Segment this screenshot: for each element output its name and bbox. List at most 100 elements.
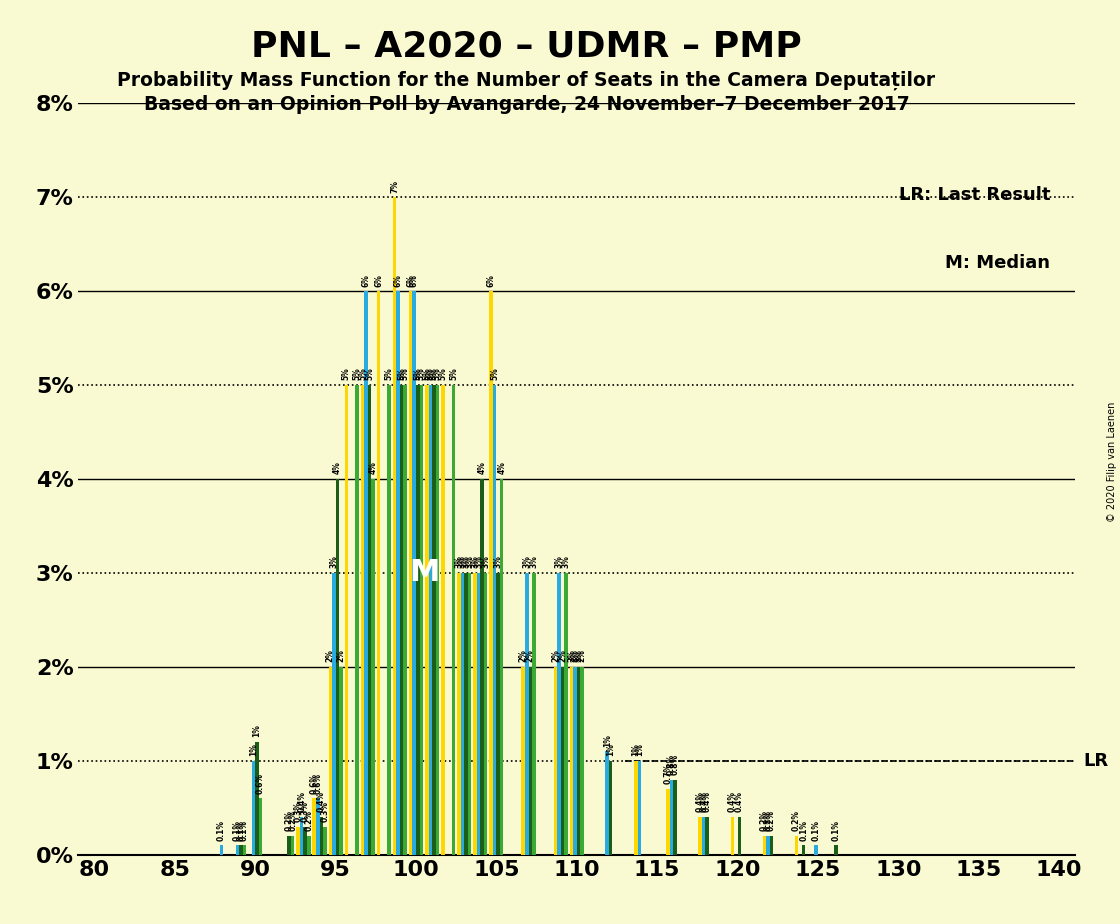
Bar bbox=[570, 667, 573, 855]
Text: 0.6%: 0.6% bbox=[256, 772, 265, 794]
Text: 2%: 2% bbox=[575, 650, 584, 663]
Bar bbox=[316, 798, 319, 855]
Bar bbox=[493, 385, 496, 855]
Bar bbox=[606, 751, 609, 855]
Text: 3%: 3% bbox=[522, 555, 531, 568]
Text: 4%: 4% bbox=[477, 461, 486, 474]
Bar bbox=[525, 573, 529, 855]
Text: 0.4%: 0.4% bbox=[696, 792, 704, 812]
Bar bbox=[573, 667, 577, 855]
Text: 4%: 4% bbox=[497, 461, 506, 474]
Text: 0.3%: 0.3% bbox=[320, 801, 329, 821]
Text: 0.8%: 0.8% bbox=[668, 754, 676, 775]
Bar bbox=[477, 573, 480, 855]
Text: M: Median: M: Median bbox=[945, 254, 1051, 272]
Text: 0.7%: 0.7% bbox=[663, 763, 672, 784]
Bar bbox=[288, 836, 291, 855]
Text: Based on an Opinion Poll by Avangarde, 24 November–7 December 2017: Based on an Opinion Poll by Avangarde, 2… bbox=[143, 95, 909, 115]
Text: 3%: 3% bbox=[455, 555, 464, 568]
Text: 5%: 5% bbox=[438, 368, 447, 381]
Bar bbox=[460, 573, 465, 855]
Bar bbox=[319, 817, 323, 855]
Bar bbox=[763, 836, 766, 855]
Bar bbox=[345, 385, 348, 855]
Text: 0.2%: 0.2% bbox=[767, 810, 776, 832]
Bar bbox=[738, 817, 741, 855]
Text: 0.6%: 0.6% bbox=[314, 772, 323, 794]
Bar bbox=[312, 798, 316, 855]
Text: 6%: 6% bbox=[407, 274, 416, 286]
Bar bbox=[769, 836, 773, 855]
Bar bbox=[468, 573, 472, 855]
Bar bbox=[706, 817, 709, 855]
Text: 5%: 5% bbox=[353, 368, 362, 381]
Text: 2%: 2% bbox=[336, 650, 345, 663]
Text: 0.4%: 0.4% bbox=[317, 792, 326, 812]
Bar bbox=[634, 760, 637, 855]
Text: LR: LR bbox=[1083, 752, 1109, 770]
Text: 1%: 1% bbox=[632, 743, 641, 756]
Text: 5%: 5% bbox=[422, 368, 431, 381]
Bar bbox=[441, 385, 445, 855]
Text: 5%: 5% bbox=[426, 368, 435, 381]
Bar bbox=[766, 836, 769, 855]
Bar bbox=[412, 291, 416, 855]
Text: 5%: 5% bbox=[449, 368, 458, 381]
Bar bbox=[367, 385, 372, 855]
Text: 0.2%: 0.2% bbox=[760, 810, 769, 832]
Bar bbox=[484, 573, 487, 855]
Text: PNL – A2020 – UDMR – PMP: PNL – A2020 – UDMR – PMP bbox=[251, 30, 802, 64]
Text: 0.1%: 0.1% bbox=[800, 820, 809, 841]
Text: 3%: 3% bbox=[474, 555, 483, 568]
Text: 0.4%: 0.4% bbox=[702, 792, 711, 812]
Text: 0.2%: 0.2% bbox=[764, 810, 773, 832]
Bar bbox=[393, 198, 396, 855]
Text: 0.4%: 0.4% bbox=[728, 792, 737, 812]
Bar bbox=[795, 836, 799, 855]
Text: 0.2%: 0.2% bbox=[288, 810, 297, 832]
Bar bbox=[328, 667, 333, 855]
Bar bbox=[465, 573, 468, 855]
Text: 5%: 5% bbox=[342, 368, 351, 381]
Text: 6%: 6% bbox=[362, 274, 371, 286]
Text: 1%: 1% bbox=[603, 734, 612, 747]
Bar bbox=[436, 385, 439, 855]
Bar bbox=[802, 845, 805, 855]
Bar bbox=[699, 817, 702, 855]
Text: 3%: 3% bbox=[461, 555, 470, 568]
Bar bbox=[304, 827, 307, 855]
Bar bbox=[333, 573, 336, 855]
Bar bbox=[457, 573, 460, 855]
Bar bbox=[702, 817, 706, 855]
Text: 0.1%: 0.1% bbox=[233, 820, 242, 841]
Bar bbox=[500, 479, 504, 855]
Bar bbox=[416, 385, 420, 855]
Bar bbox=[355, 385, 358, 855]
Text: 5%: 5% bbox=[429, 368, 438, 381]
Bar bbox=[670, 780, 673, 855]
Bar bbox=[553, 667, 557, 855]
Text: Probability Mass Function for the Number of Seats in the Camera Deputaților: Probability Mass Function for the Number… bbox=[118, 70, 935, 90]
Bar bbox=[673, 780, 676, 855]
Bar bbox=[564, 573, 568, 855]
Text: 2%: 2% bbox=[326, 650, 335, 663]
Text: 0.2%: 0.2% bbox=[284, 810, 293, 832]
Bar bbox=[240, 845, 243, 855]
Text: 2%: 2% bbox=[567, 650, 576, 663]
Bar bbox=[388, 385, 391, 855]
Text: 0.2%: 0.2% bbox=[792, 810, 801, 832]
Text: 2%: 2% bbox=[570, 650, 579, 663]
Text: 1%: 1% bbox=[252, 724, 262, 737]
Text: 5%: 5% bbox=[358, 368, 367, 381]
Bar bbox=[364, 291, 367, 855]
Bar bbox=[480, 479, 484, 855]
Text: 0.3%: 0.3% bbox=[301, 801, 310, 821]
Bar bbox=[252, 760, 255, 855]
Text: 3%: 3% bbox=[530, 555, 539, 568]
Bar bbox=[372, 479, 375, 855]
Bar bbox=[376, 291, 381, 855]
Text: 0.6%: 0.6% bbox=[310, 772, 319, 794]
Text: 0.4%: 0.4% bbox=[699, 792, 708, 812]
Bar bbox=[339, 667, 343, 855]
Text: LR: Last Result: LR: Last Result bbox=[898, 186, 1051, 204]
